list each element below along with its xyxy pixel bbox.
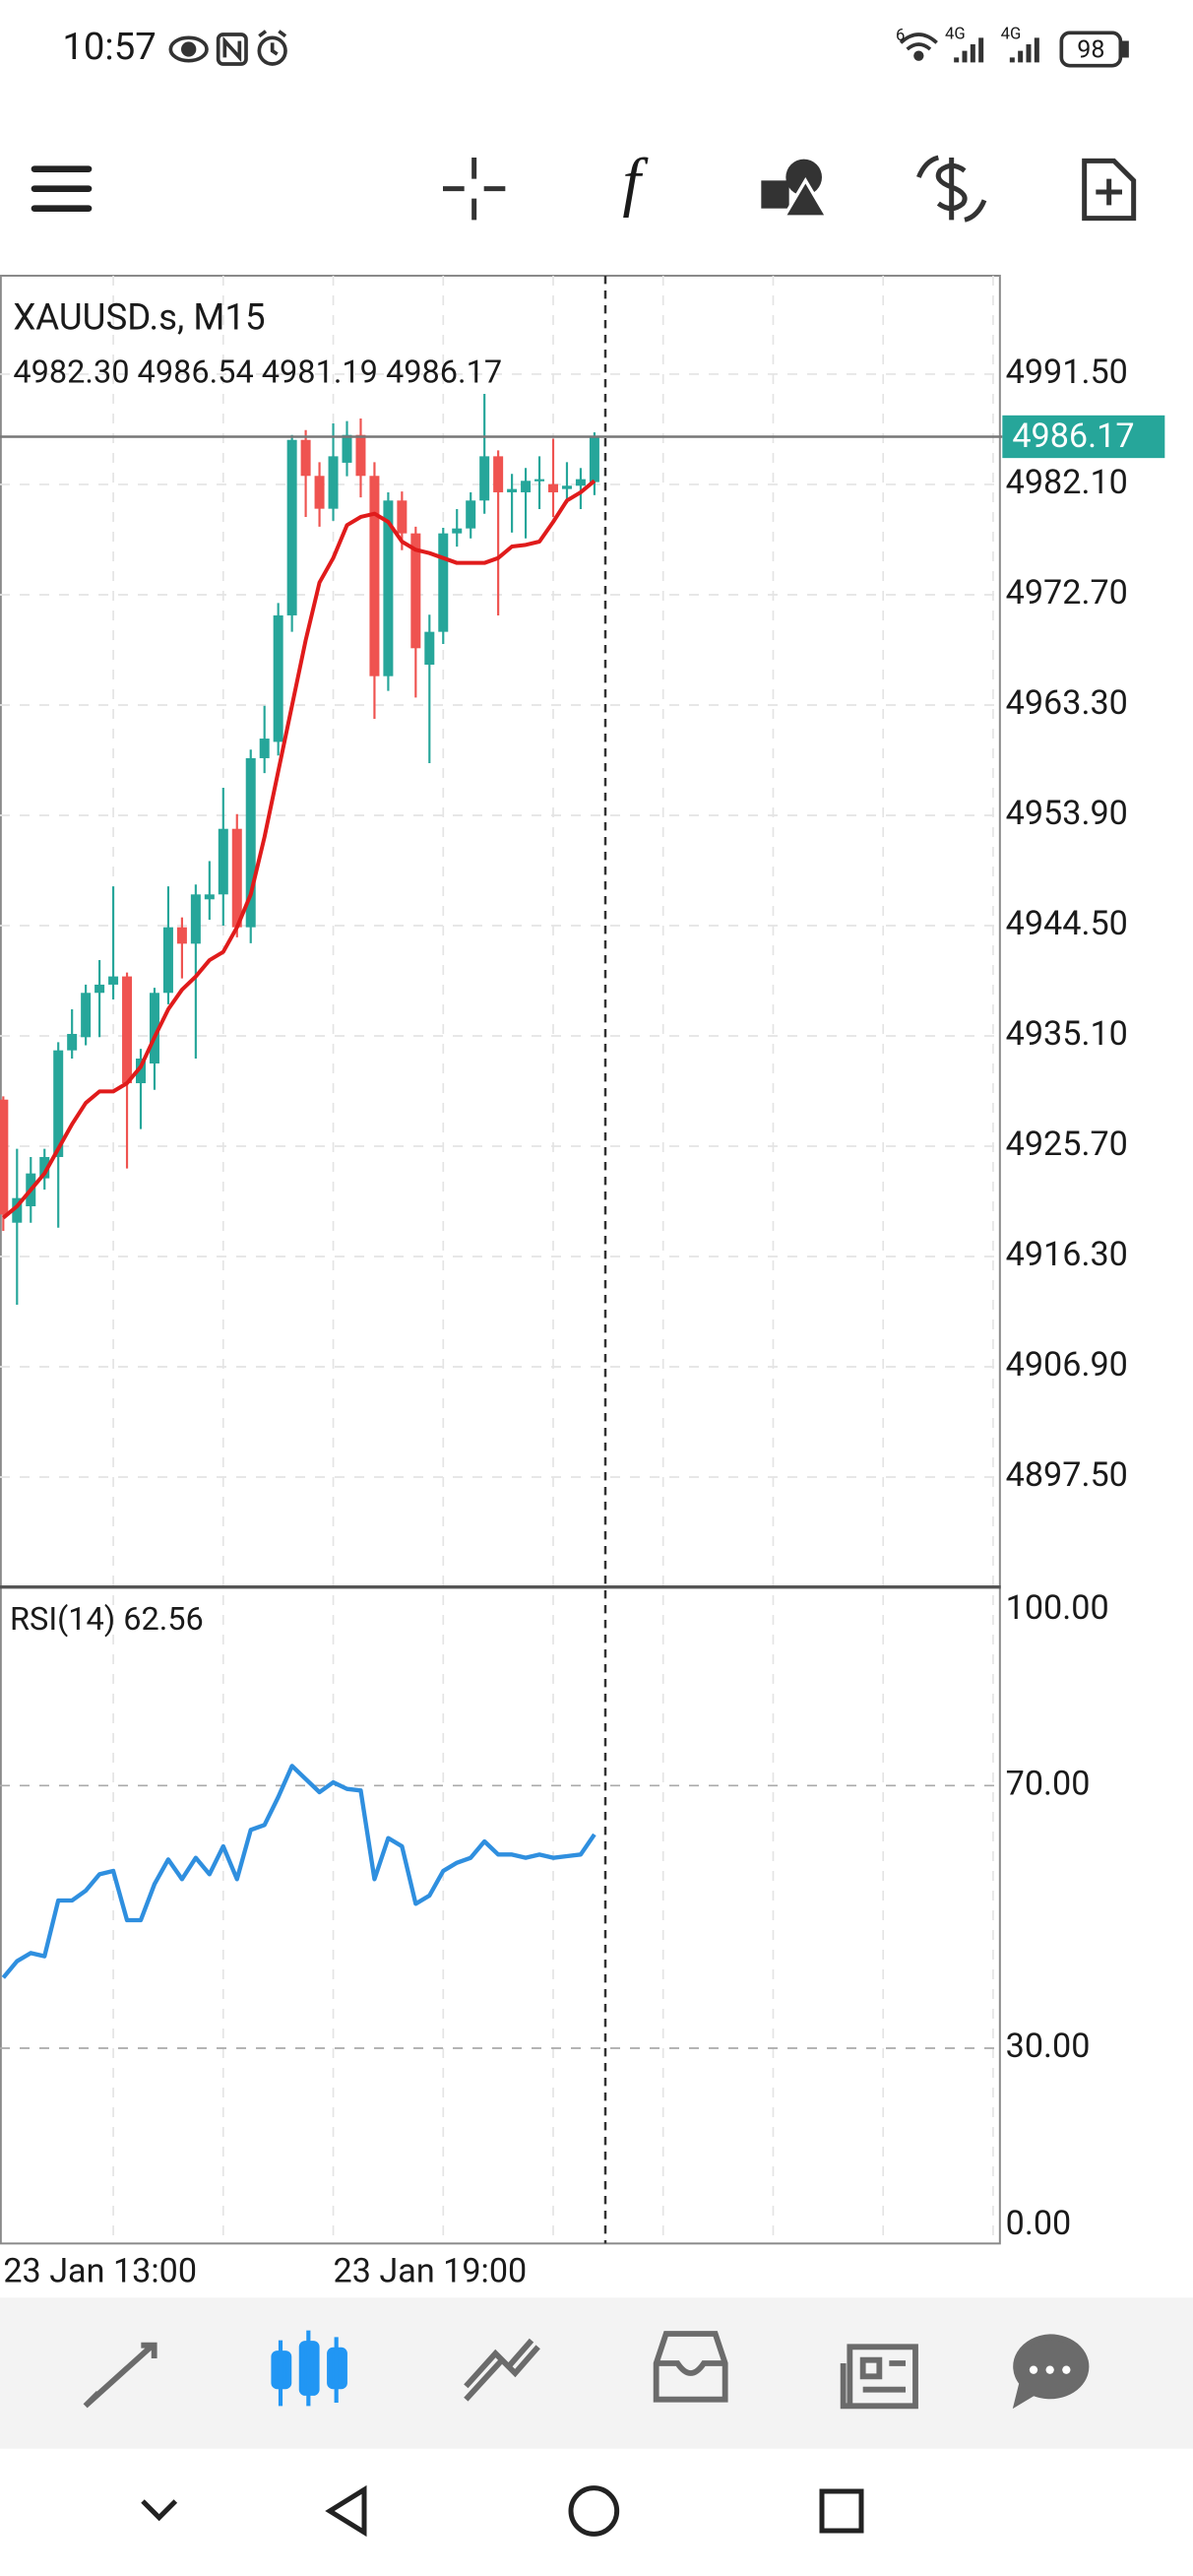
candle-body xyxy=(245,757,256,928)
y-tick-label: 4897.50 xyxy=(1006,1455,1128,1495)
sys-recent[interactable] xyxy=(819,2488,864,2534)
ohlc-label: 4982.30 4986.54 4981.19 4986.17 xyxy=(13,354,502,391)
nav-news[interactable] xyxy=(840,2344,918,2410)
candle-body xyxy=(190,894,201,944)
signal-label: 4G xyxy=(945,25,966,43)
candle-body xyxy=(369,476,380,676)
candle-body xyxy=(81,993,92,1038)
y-tick-label: 4944.50 xyxy=(1006,904,1128,943)
new-order-button[interactable] xyxy=(1082,158,1137,222)
nav-quotes[interactable] xyxy=(83,2342,157,2409)
candle-body xyxy=(149,993,159,1064)
candle-body xyxy=(561,485,572,489)
y-tick-label: 4953.90 xyxy=(1006,794,1128,833)
sys-hide[interactable] xyxy=(141,2499,178,2522)
crosshair-button[interactable] xyxy=(442,158,506,221)
candle-body xyxy=(383,500,394,676)
candle-body xyxy=(452,528,463,534)
candle-body xyxy=(410,533,421,649)
candle-body xyxy=(575,479,586,486)
candle-body xyxy=(204,894,215,900)
series-line xyxy=(2,479,596,1220)
battery-level: 98 xyxy=(1077,35,1104,64)
candle-body xyxy=(300,439,311,477)
candle-body xyxy=(218,828,228,895)
status-time: 10:57 xyxy=(62,25,156,69)
candle-body xyxy=(94,984,105,994)
candle-body xyxy=(136,1058,146,1084)
candle-body xyxy=(424,631,435,665)
chart-title: XAUUSD.s, M15 xyxy=(13,296,265,339)
rsi-title: RSI(14) 62.56 xyxy=(10,1600,204,1638)
candle-body xyxy=(176,927,187,944)
menu-button[interactable] xyxy=(31,165,93,213)
series-line xyxy=(1,1764,596,1979)
y-tick-label: 4906.90 xyxy=(1006,1345,1128,1385)
nav-trade[interactable] xyxy=(464,2338,540,2402)
candle-body xyxy=(355,434,366,477)
candle-body xyxy=(534,479,545,482)
candle-body xyxy=(273,614,283,742)
candle-body xyxy=(108,976,119,985)
candle-body xyxy=(521,481,532,492)
candle-body xyxy=(466,500,476,529)
sys-home[interactable] xyxy=(568,2485,620,2537)
objects-button[interactable] xyxy=(761,159,830,219)
candle-body xyxy=(53,1050,64,1157)
status-icons xyxy=(168,30,1129,68)
y-tick-label: 4916.30 xyxy=(1006,1235,1128,1274)
grid-layer xyxy=(0,276,999,2244)
x-tick-label: 23 Jan 13:00 xyxy=(3,2251,197,2290)
y-tick-label: 30.00 xyxy=(1006,2027,1091,2066)
candle-body xyxy=(259,739,270,758)
nav-messages[interactable] xyxy=(1012,2334,1090,2410)
y-tick-label: 0.00 xyxy=(1006,2204,1072,2243)
bottom-nav xyxy=(0,2297,1193,2449)
candle-body xyxy=(122,976,133,1084)
candle-body xyxy=(589,436,599,483)
y-tick-label: 100.00 xyxy=(1006,1588,1109,1628)
candle-body xyxy=(548,483,558,492)
nav-history[interactable] xyxy=(653,2331,728,2403)
candle-body xyxy=(507,488,518,492)
signal-label: 4G xyxy=(1001,25,1022,43)
y-tick-label: 4982.10 xyxy=(1006,463,1128,502)
candle-body xyxy=(493,456,504,492)
candle-body xyxy=(162,927,173,994)
candle-body xyxy=(479,456,490,501)
y-tick-label: 4972.70 xyxy=(1006,573,1128,612)
candle-body xyxy=(314,476,325,509)
y-tick-label: 4991.50 xyxy=(1006,353,1128,392)
candle-body xyxy=(397,500,408,534)
candle-body xyxy=(231,828,242,928)
wifi-label: 6 xyxy=(896,27,905,45)
candle-body xyxy=(438,533,449,632)
candle-body xyxy=(67,1033,78,1051)
chart-frame xyxy=(0,275,1001,2245)
indicators-button[interactable]: f xyxy=(622,147,649,219)
sys-back[interactable] xyxy=(325,2484,367,2538)
y-tick-label: 70.00 xyxy=(1006,1764,1091,1803)
candle-body xyxy=(39,1156,50,1179)
last-price-box xyxy=(1002,415,1165,459)
candle-body xyxy=(328,456,339,509)
y-tick-label: 4963.30 xyxy=(1006,683,1128,723)
candle-body xyxy=(12,1197,23,1223)
x-tick-label: 23 Jan 19:00 xyxy=(334,2251,528,2290)
y-tick-label: 4925.70 xyxy=(1006,1125,1128,1164)
trade-button[interactable] xyxy=(916,155,987,223)
last-price-label: 4986.17 xyxy=(1012,417,1134,456)
candle-body xyxy=(0,1099,9,1215)
nav-chart[interactable] xyxy=(271,2330,347,2407)
candle-body xyxy=(286,439,297,615)
y-tick-label: 4935.10 xyxy=(1006,1014,1128,1054)
candle-body xyxy=(342,434,352,463)
